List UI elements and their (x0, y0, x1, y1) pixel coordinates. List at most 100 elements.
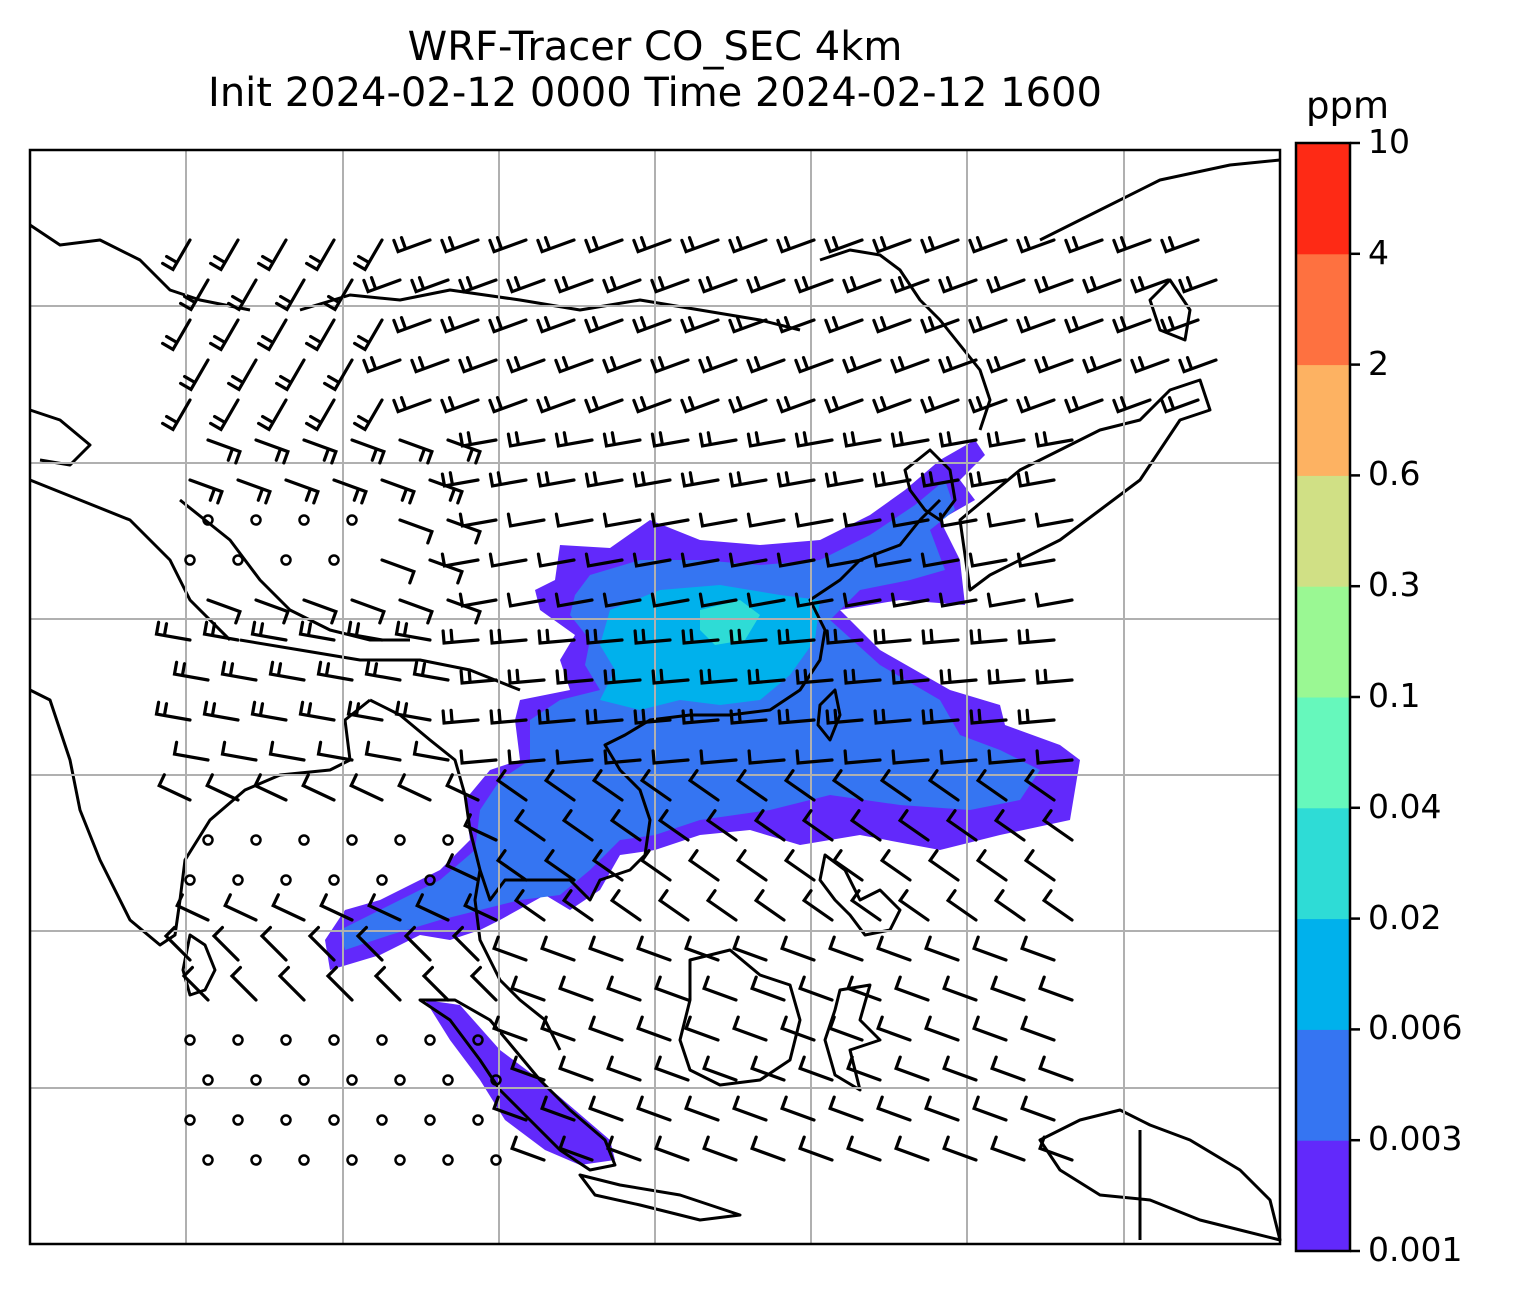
colorbar-segment-4 (1296, 807, 1350, 920)
calm-wind-marker (202, 834, 214, 846)
calm-wind-marker (184, 1114, 196, 1126)
wind-barb (702, 975, 738, 1002)
wind-barb (302, 598, 338, 625)
calm-wind-marker (328, 874, 340, 886)
wind-barb (1130, 356, 1170, 374)
calm-wind-marker (280, 1034, 292, 1046)
wind-barb (698, 512, 738, 528)
wind-barb (1016, 316, 1056, 334)
wind-barb (890, 592, 930, 608)
wind-barb (945, 809, 978, 842)
wind-barb (412, 740, 450, 762)
wind-barb (277, 965, 306, 1002)
wind-barb (876, 1095, 912, 1122)
wind-barb (495, 769, 528, 802)
new-guinea (1038, 1108, 1282, 1242)
wind-barbs (154, 236, 1218, 1166)
calm-wind-marker (250, 834, 262, 846)
wind-barb (843, 749, 882, 765)
wind-barb (942, 1055, 978, 1082)
wind-barb (606, 1135, 642, 1162)
wind-barb (632, 316, 672, 334)
wind-barb (202, 620, 240, 642)
wind-barb (746, 512, 786, 528)
wind-barb (842, 431, 882, 448)
wind-barb (794, 592, 834, 608)
mongolia-border (299, 288, 801, 332)
calm-wind-marker (328, 554, 340, 566)
wind-barb (1160, 316, 1200, 334)
wind-barb (698, 276, 738, 294)
wind-barb (632, 552, 672, 568)
wind-barb (558, 1055, 594, 1082)
wind-barb (732, 935, 768, 962)
wind-barb (657, 809, 690, 842)
wind-barb (609, 889, 642, 922)
wind-barb (440, 316, 480, 334)
wind-barb (1034, 592, 1074, 608)
wind-barb (179, 278, 210, 312)
wind-barb (729, 708, 768, 725)
wind-barb (993, 889, 1026, 922)
wind-barb (229, 965, 258, 1002)
sri-lanka (181, 933, 217, 997)
wind-barb (825, 708, 864, 725)
wind-barb (825, 628, 864, 645)
wind-barb (891, 749, 930, 765)
wind-barb (220, 740, 258, 762)
wind-barb (1035, 749, 1074, 765)
wind-barb (872, 236, 912, 254)
wind-barb (446, 598, 482, 625)
wind-barb (543, 849, 576, 882)
wind-barb (702, 1135, 738, 1162)
wind-barb (1016, 236, 1056, 254)
wind-barb (639, 769, 672, 802)
wind-barb (894, 1055, 930, 1082)
wind-barb (698, 592, 738, 608)
wind-barb (894, 975, 930, 1002)
wind-barb (458, 431, 498, 448)
calm-wind-marker (280, 1114, 292, 1126)
wind-barb (380, 478, 416, 505)
wind-barb (392, 316, 432, 334)
wind-barb (890, 431, 930, 448)
wind-barb (747, 749, 786, 765)
wind-barb (364, 740, 402, 762)
wind-barb (510, 1135, 546, 1162)
wind-barb (921, 708, 960, 725)
wind-barb (993, 809, 1026, 842)
wind-barb (506, 592, 546, 608)
wind-barb (392, 396, 432, 414)
wind-barb (972, 1095, 1008, 1122)
wind-barb (458, 592, 498, 608)
wind-barb (920, 236, 960, 254)
wind-barb (747, 668, 786, 685)
wind-barb (824, 316, 864, 334)
wind-barb (1016, 396, 1056, 414)
wind-barb (302, 438, 338, 465)
colorbar-segment-7 (1296, 475, 1350, 587)
wind-barb (428, 558, 464, 585)
wind-barb (588, 1015, 624, 1042)
wind-barb (801, 889, 834, 922)
wind-barb (873, 628, 912, 645)
wind-barb (451, 925, 480, 962)
wind-barb (842, 356, 882, 374)
calm-wind-marker (346, 514, 358, 526)
wind-barb (492, 1095, 528, 1122)
colorbar (1294, 141, 1360, 1253)
wind-barb (939, 749, 978, 765)
calm-wind-marker (184, 554, 196, 566)
wind-barb (172, 740, 210, 762)
wind-barb (206, 598, 242, 625)
colorbar-tick-label: 0.006 (1368, 1008, 1463, 1048)
wind-barb (440, 552, 480, 568)
wind-barb (445, 853, 480, 882)
wind-barb (257, 318, 288, 352)
wind-barb (1017, 708, 1056, 725)
wind-barb (945, 889, 978, 922)
wind-barb (1064, 396, 1104, 414)
wind-barb (968, 316, 1008, 334)
wind-barb (254, 438, 290, 465)
wind-barb (938, 276, 978, 294)
